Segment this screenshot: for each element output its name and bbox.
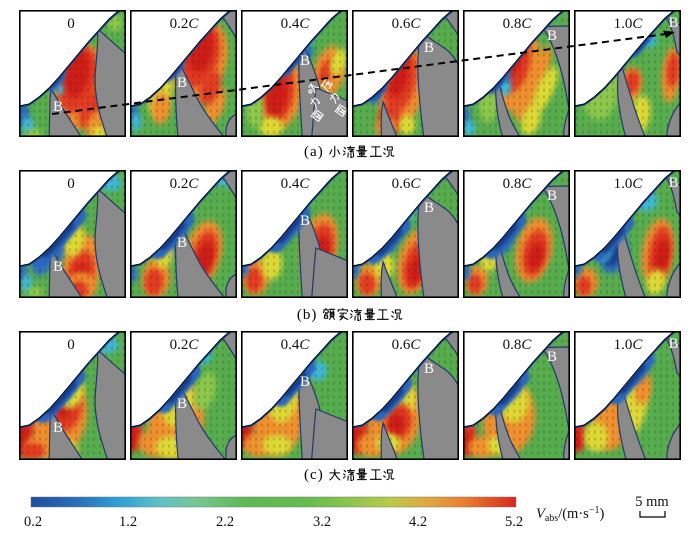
svg-text:0: 0	[67, 337, 75, 353]
svg-text:0.4C: 0.4C	[281, 337, 311, 353]
svg-text:B: B	[53, 99, 63, 115]
svg-text:0.8C: 0.8C	[503, 176, 533, 192]
svg-text:B: B	[300, 374, 310, 390]
svg-text:B: B	[177, 235, 187, 251]
svg-text:0.4C: 0.4C	[281, 16, 311, 32]
svg-text:0.2: 0.2	[24, 514, 42, 530]
svg-text:B: B	[53, 259, 63, 275]
svg-text:0.6C: 0.6C	[392, 337, 422, 353]
svg-text:B: B	[177, 75, 187, 91]
svg-text:0: 0	[67, 176, 75, 192]
svg-text:0.8C: 0.8C	[503, 16, 533, 32]
svg-text:0.4C: 0.4C	[281, 176, 311, 192]
svg-text:1.0C: 1.0C	[614, 176, 644, 192]
svg-text:B: B	[668, 175, 678, 191]
svg-text:5.2: 5.2	[505, 514, 523, 530]
svg-text:B: B	[668, 15, 678, 31]
svg-text:B: B	[300, 53, 310, 69]
svg-text:B: B	[177, 396, 187, 412]
svg-text:1.0C: 1.0C	[614, 16, 644, 32]
svg-text:B: B	[668, 336, 678, 352]
svg-text:0.2C: 0.2C	[170, 337, 200, 353]
svg-text:0.6C: 0.6C	[392, 176, 422, 192]
svg-text:0.2C: 0.2C	[170, 176, 200, 192]
svg-text:B: B	[547, 28, 557, 44]
svg-text:2.2: 2.2	[216, 514, 234, 530]
svg-text:B: B	[424, 40, 434, 56]
svg-text:0.2C: 0.2C	[170, 16, 200, 32]
svg-text:B: B	[300, 213, 310, 229]
svg-text:0.6C: 0.6C	[392, 16, 422, 32]
svg-text:B: B	[547, 349, 557, 365]
svg-text:B: B	[53, 420, 63, 436]
svg-text:1.0C: 1.0C	[614, 337, 644, 353]
svg-text:1.2: 1.2	[119, 514, 137, 530]
svg-text:0: 0	[67, 16, 75, 32]
svg-text:B: B	[547, 188, 557, 204]
svg-text:Vabs/(m·s−1): Vabs/(m·s−1)	[536, 505, 604, 524]
svg-text:3.2: 3.2	[313, 514, 331, 530]
svg-text:B: B	[424, 361, 434, 377]
svg-text:B: B	[424, 200, 434, 216]
svg-text:0.8C: 0.8C	[503, 337, 533, 353]
svg-text:4.2: 4.2	[409, 514, 427, 530]
svg-text:5 mm: 5 mm	[635, 494, 669, 510]
